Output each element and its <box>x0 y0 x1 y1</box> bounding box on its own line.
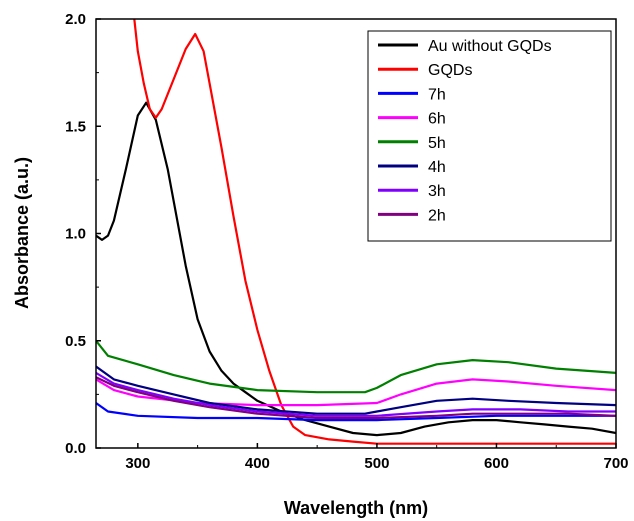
legend-box <box>367 30 612 242</box>
y-tick-label: 1.0 <box>65 226 86 243</box>
legend-label-0: Au without GQDs <box>428 38 552 55</box>
x-axis-title: Wavelength (nm) <box>284 498 428 518</box>
legend-label-3: 6h <box>428 111 446 128</box>
legend-label-5: 4h <box>428 159 446 176</box>
ticks-layer: 300 400 500 600 700 0.0 0.5 1.0 1.5 2.0 <box>65 11 628 472</box>
y-tick-label: 0.5 <box>65 333 86 350</box>
series-line-2 <box>96 401 616 422</box>
series-line-3 <box>96 378 616 407</box>
series-layer <box>96 19 616 445</box>
legend: Au without GQDs GQDs 7h 6h 5h 4h 3h 2h <box>367 30 612 242</box>
legend-label-6: 3h <box>428 183 446 200</box>
legend-label-4: 5h <box>428 135 446 152</box>
legend-label-7: 2h <box>428 207 446 224</box>
series-line-4 <box>96 339 616 394</box>
legend-label-1: GQDs <box>428 62 472 79</box>
series-line-7 <box>96 376 616 420</box>
legend-label-2: 7h <box>428 86 446 103</box>
x-tick-label: 600 <box>484 455 509 472</box>
series-line-6 <box>96 371 616 417</box>
y-tick-label: 2.0 <box>65 11 86 28</box>
y-axis-title: Absorbance (a.u.) <box>12 157 32 309</box>
series-line-5 <box>96 365 616 415</box>
x-tick-label: 300 <box>125 455 150 472</box>
x-tick-label: 700 <box>603 455 628 472</box>
series-line-0 <box>96 101 616 437</box>
series-line-1 <box>133 19 616 445</box>
y-tick-label: 0.0 <box>65 440 86 457</box>
x-tick-label: 400 <box>245 455 270 472</box>
y-tick-label: 1.5 <box>65 118 86 135</box>
x-tick-label: 500 <box>364 455 389 472</box>
